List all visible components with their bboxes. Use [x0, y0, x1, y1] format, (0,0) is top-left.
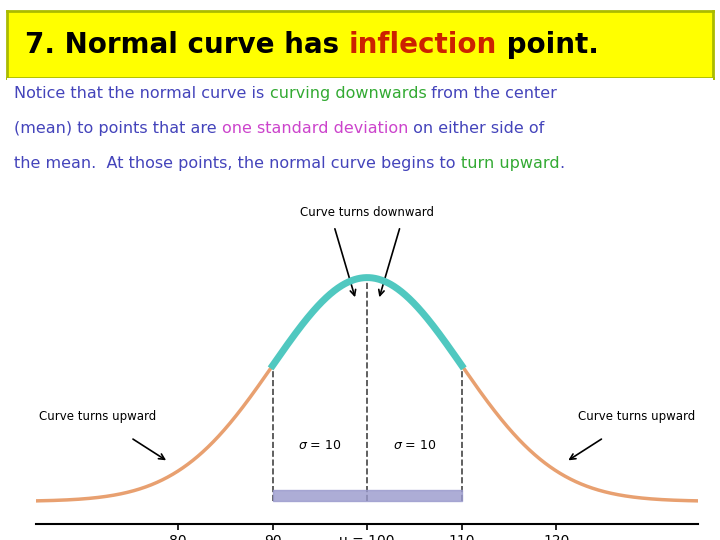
Text: one standard deviation: one standard deviation	[222, 122, 408, 136]
Text: Notice that the normal curve is: Notice that the normal curve is	[14, 86, 269, 102]
Text: point.: point.	[497, 31, 599, 58]
Text: $\sigma$ = 10: $\sigma$ = 10	[393, 439, 436, 452]
Text: inflection: inflection	[348, 31, 497, 58]
Text: 7. Normal curve has: 7. Normal curve has	[24, 31, 348, 58]
Text: (mean) to points that are: (mean) to points that are	[14, 122, 222, 136]
Text: turn upward: turn upward	[461, 156, 559, 171]
Text: the mean.  At those points, the normal curve begins to: the mean. At those points, the normal cu…	[14, 156, 461, 171]
Text: .: .	[559, 156, 564, 171]
Text: Curve turns upward: Curve turns upward	[39, 410, 156, 423]
Text: Curve turns upward: Curve turns upward	[578, 410, 696, 423]
Text: on either side of: on either side of	[408, 122, 544, 136]
Text: Curve turns downward: Curve turns downward	[300, 206, 434, 219]
Text: $\sigma$ = 10: $\sigma$ = 10	[298, 439, 341, 452]
Text: curving downwards: curving downwards	[269, 86, 426, 102]
Text: from the center: from the center	[426, 86, 557, 102]
